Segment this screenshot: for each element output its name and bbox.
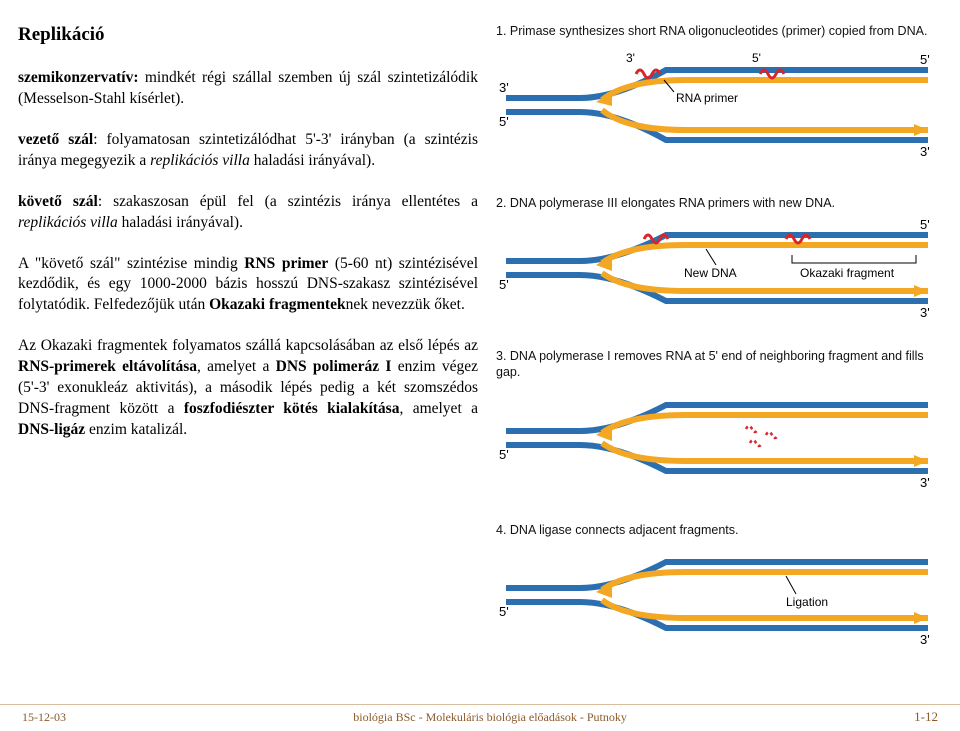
caption-2: 2. DNA polymerase III elongates RNA prim… [496,196,936,212]
label: 3' [920,144,930,159]
paragraph-5: Az Okazaki fragmentek folyamatos szállá … [18,336,478,441]
label: 5' [499,604,509,619]
term: követő szál [18,193,98,210]
term: szemikonzervatív: [18,69,139,86]
text: , amelyet a [399,400,478,417]
text-column: Replikáció szemikonzervatív: mindkét rég… [18,24,478,680]
label: 5' [499,447,509,462]
paragraph-1: szemikonzervatív: mindkét régi szállal s… [18,68,478,110]
svg-text:5': 5' [920,217,930,232]
text: A "követő szál" szintézise mindig [18,255,244,272]
term-italic: replikációs villa [18,214,118,231]
text: enzim katalizál. [85,421,187,438]
label: 5' [920,52,930,67]
paragraph-3: követő szál: szakaszosan épül fel (a szi… [18,192,478,234]
diagram-column: 1. Primase synthesizes short RNA oligonu… [496,24,936,680]
diagram-2: 5' 5' 3' New DNA Okazaki fragment [496,215,936,333]
text: : szakaszosan épül fel (a szintézis irán… [98,193,478,210]
term: RNS-primerek eltávolítása [18,358,197,375]
step-2: 2. DNA polymerase III elongates RNA prim… [496,196,936,334]
term: foszfodiészter kötés kialakítása [184,400,400,417]
diagram-3: 5' 3' [496,385,936,507]
footer-date: 15-12-03 [22,710,66,725]
term: Okazaki fragmentek [209,296,345,313]
label: 3' [920,632,930,647]
footer-page: 1-12 [914,709,938,725]
footer: 15-12-03 biológia BSc - Molekuláris biol… [0,704,960,731]
label: 3' [626,51,635,65]
term: DNS-ligáz [18,421,85,438]
caption-3: 3. DNA polymerase I removes RNA at 5' en… [496,349,936,380]
footer-center: biológia BSc - Molekuláris biológia előa… [66,710,914,725]
label: 5' [499,277,509,292]
text: haladási irányával). [118,214,243,231]
text: nek nevezzük őket. [346,296,465,313]
label-okazaki: Okazaki fragment [800,266,895,280]
label: 3' [920,305,930,320]
label: 3' [920,475,930,490]
text: haladási irányával). [250,152,375,169]
step-1: 1. Primase synthesizes short RNA oligonu… [496,24,936,180]
paragraph-2: vezető szál: folyamatosan szintetizálódh… [18,130,478,172]
term: vezető szál [18,131,93,148]
term-italic: replikációs villa [150,152,250,169]
step-3: 3. DNA polymerase I removes RNA at 5' en… [496,349,936,506]
label-new-dna: New DNA [684,266,737,280]
term: RNS primer [244,255,328,272]
caption-1: 1. Primase synthesizes short RNA oligonu… [496,24,936,40]
label-rna-primer: RNA primer [676,91,738,105]
diagram-4: 5' 3' Ligation [496,542,936,664]
label: 5' [752,51,761,65]
text: Az Okazaki fragmentek folyamatos szállá … [18,337,478,354]
page-title: Replikáció [18,24,478,46]
text: , amelyet a [197,358,276,375]
label: 3' [499,80,509,95]
term: DNS polimeráz I [276,358,392,375]
paragraph-4: A "követő szál" szintézise mindig RNS pr… [18,254,478,317]
diagram-1: 3' 5' 5' 3' 3' 5' RNA primer [496,44,936,180]
label: 5' [499,114,509,129]
label-ligation: Ligation [786,595,828,609]
caption-4: 4. DNA ligase connects adjacent fragment… [496,523,936,539]
step-4: 4. DNA ligase connects adjacent fragment… [496,523,936,665]
